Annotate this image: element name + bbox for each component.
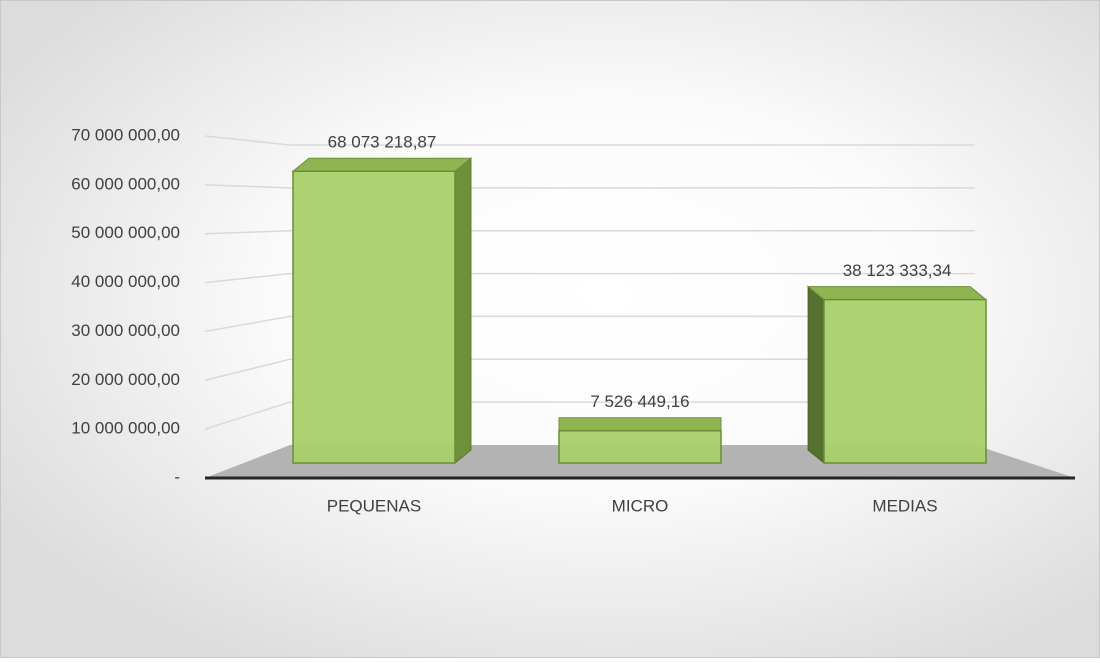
bar-side <box>807 285 825 465</box>
y-tick-label: 10 000 000,00 <box>71 419 180 438</box>
y-tick-label: 60 000 000,00 <box>71 174 180 193</box>
x-tick-label: MEDIAS <box>872 496 937 515</box>
data-label: 68 073 218,87 <box>328 133 437 152</box>
y-tick-label: 50 000 000,00 <box>71 223 180 242</box>
y-tick-label: 40 000 000,00 <box>71 272 180 291</box>
bar <box>558 429 722 464</box>
bar-top <box>558 417 722 432</box>
data-label: 7 526 449,16 <box>590 392 689 411</box>
grid-line <box>204 135 975 146</box>
y-tick-label: 70 000 000,00 <box>71 125 180 144</box>
grid-line <box>204 184 975 189</box>
grid-line <box>204 401 975 430</box>
data-label: 38 123 333,34 <box>843 261 952 280</box>
x-tick-label: PEQUENAS <box>327 496 421 515</box>
grid-line <box>204 358 975 382</box>
grid-line <box>204 229 975 235</box>
bar <box>823 298 987 464</box>
y-tick-label: - <box>174 467 180 486</box>
bar <box>292 170 456 464</box>
y-tick-label: 30 000 000,00 <box>71 321 180 340</box>
x-tick-label: MICRO <box>612 496 669 515</box>
grid-line <box>204 272 975 284</box>
grid-line <box>204 315 975 333</box>
y-tick-label: 20 000 000,00 <box>71 370 180 389</box>
bar-side <box>454 157 472 465</box>
bar-top <box>291 157 473 172</box>
bar-top <box>806 286 988 301</box>
